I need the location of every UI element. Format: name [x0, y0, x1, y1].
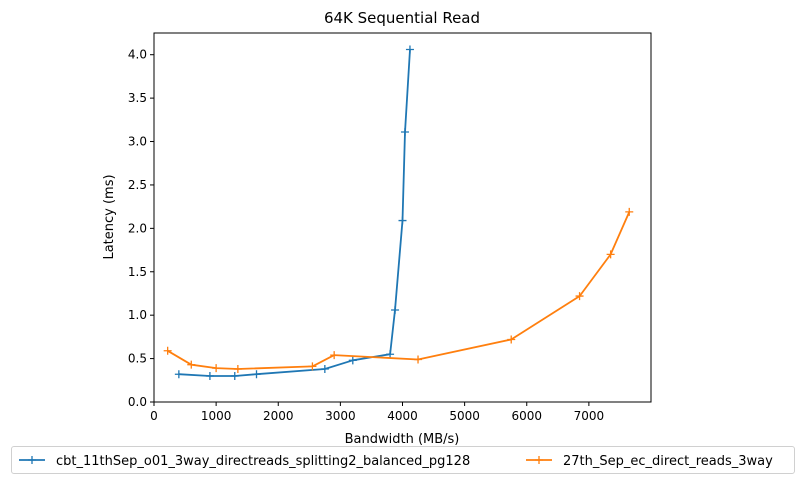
y-axis: 0.0 0.5 1.0 1.5 2.0 2.5 3.0 3.5 4.0 — [128, 48, 154, 409]
series-1-point — [174, 370, 183, 379]
y-tick-label: 1.0 — [128, 308, 147, 322]
x-tick-label: 4000 — [387, 409, 418, 423]
legend-marker-series-1 — [28, 456, 36, 464]
series-1-point — [230, 371, 239, 380]
y-tick-label: 3.0 — [128, 135, 147, 149]
x-axis: 0 1000 2000 3000 4000 5000 6000 7000 — [150, 402, 604, 423]
legend-label-series-2: 27th_Sep_ec_direct_reads_3way — [563, 454, 773, 469]
series-line-2 — [167, 211, 631, 370]
series-1-point — [391, 305, 400, 314]
series-2-point — [575, 292, 584, 301]
chart-title: 64K Sequential Read — [324, 9, 480, 27]
y-tick-label: 3.5 — [128, 91, 147, 105]
y-tick-label: 1.5 — [128, 265, 147, 279]
y-tick-label: 0.5 — [128, 352, 147, 366]
plot-layer — [163, 45, 634, 380]
series-2-point — [507, 335, 516, 344]
series-2-point — [414, 355, 423, 364]
series-2-point — [625, 207, 634, 216]
series-2-point — [187, 360, 196, 369]
series-1-point — [320, 365, 329, 374]
series-1-point — [205, 371, 214, 380]
series-2-point — [233, 365, 242, 374]
x-tick-label: 2000 — [263, 409, 294, 423]
series-2-point — [330, 351, 339, 360]
x-tick-label: 7000 — [574, 409, 605, 423]
series-1-point — [405, 45, 414, 54]
legend-item-series-2: 27th_Sep_ec_direct_reads_3way — [526, 454, 773, 469]
x-tick-label: 6000 — [511, 409, 542, 423]
x-axis-label: Bandwidth (MB/s) — [345, 432, 460, 447]
legend-label-series-1: cbt_11thSep_o01_3way_directreads_splitti… — [56, 454, 470, 469]
series-line-1 — [178, 49, 411, 377]
y-tick-label: 4.0 — [128, 48, 147, 62]
series-1-point — [252, 370, 261, 379]
x-tick-label: 0 — [150, 409, 158, 423]
x-tick-label: 5000 — [449, 409, 480, 423]
x-tick-label: 1000 — [201, 409, 232, 423]
series-2-point — [163, 346, 172, 355]
series-2-point — [308, 362, 317, 371]
y-tick-label: 2.5 — [128, 178, 147, 192]
series-1-point — [386, 350, 395, 359]
legend-marker-series-2 — [535, 456, 543, 464]
series-2-point — [606, 250, 615, 259]
series-1-point — [348, 356, 357, 365]
series-2-point — [212, 364, 221, 373]
series-1-point — [398, 216, 407, 225]
y-axis-label: Latency (ms) — [102, 174, 117, 259]
series-1-point — [400, 127, 409, 136]
legend-item-series-1: cbt_11thSep_o01_3way_directreads_splitti… — [19, 454, 470, 469]
legend: cbt_11thSep_o01_3way_directreads_splitti… — [11, 446, 795, 474]
x-tick-label: 3000 — [325, 409, 356, 423]
y-tick-label: 0.0 — [128, 395, 147, 409]
y-tick-label: 2.0 — [128, 221, 147, 235]
